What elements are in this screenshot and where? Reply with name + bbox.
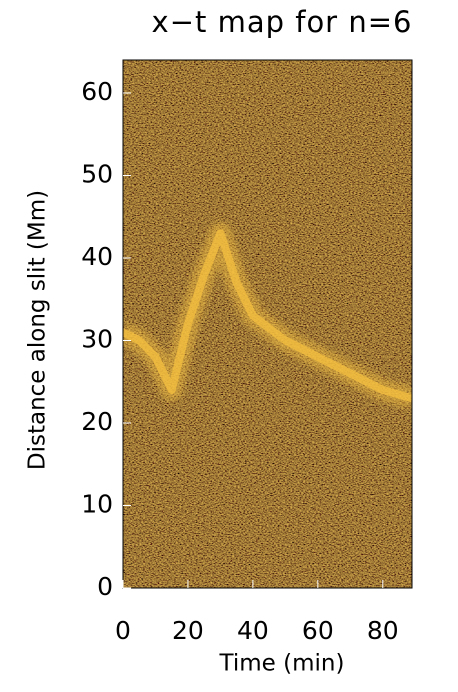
plot-area bbox=[123, 222, 412, 409]
y-tick-label: 60 bbox=[81, 77, 113, 106]
y-axis-label: Distance along slit (Mm) bbox=[25, 190, 51, 470]
x-tick-label: 20 bbox=[172, 616, 204, 645]
y-tick-label: 50 bbox=[81, 160, 113, 189]
x-axis-label: Time (min) bbox=[219, 651, 345, 677]
y-tick-label: 40 bbox=[81, 242, 113, 271]
y-tick-label: 20 bbox=[81, 407, 113, 436]
y-tick-label: 30 bbox=[81, 325, 113, 354]
y-tick-label: 0 bbox=[97, 572, 113, 601]
chart-title: x−t map for n=6 bbox=[152, 5, 413, 39]
x-tick-label: 0 bbox=[115, 616, 131, 645]
ridge bbox=[123, 229, 412, 403]
x-tick-label: 60 bbox=[302, 616, 334, 645]
x-tick-label: 80 bbox=[367, 616, 399, 645]
plot-frame bbox=[122, 59, 413, 589]
y-tick-label: 10 bbox=[81, 490, 113, 519]
x-tick-label: 40 bbox=[237, 616, 269, 645]
